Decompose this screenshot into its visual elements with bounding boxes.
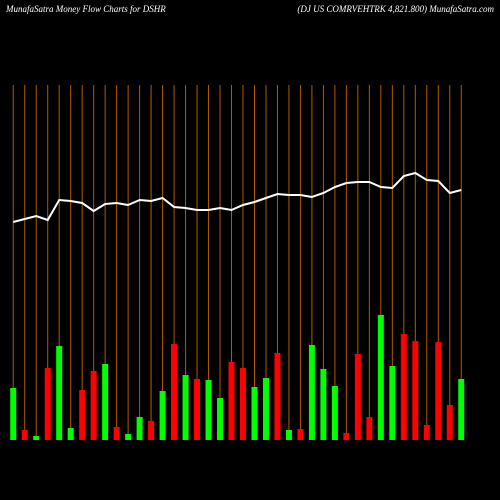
bar <box>228 362 235 440</box>
bar <box>217 398 224 440</box>
bar <box>159 391 166 440</box>
chart-subtitle: (DJ US COMRVEHTRK 4,821.800) MunafaSatra… <box>297 4 494 14</box>
bar <box>44 368 51 440</box>
bar <box>446 405 453 440</box>
bar <box>412 341 419 440</box>
bar <box>274 353 281 440</box>
bar <box>297 429 304 440</box>
bar <box>90 371 97 440</box>
bar <box>400 334 407 440</box>
bar <box>377 315 384 440</box>
bar <box>435 342 442 440</box>
bar <box>239 368 246 440</box>
bar <box>148 421 155 440</box>
bar <box>205 380 212 440</box>
bar <box>182 375 189 440</box>
bar <box>67 428 74 440</box>
bar <box>251 387 258 440</box>
bar <box>113 427 120 440</box>
bar <box>423 425 430 440</box>
bar <box>171 344 178 440</box>
bar <box>354 354 361 440</box>
bar <box>10 388 17 440</box>
bar <box>389 366 396 440</box>
bar <box>458 379 465 440</box>
bar <box>285 430 292 440</box>
bar <box>21 430 28 440</box>
bar <box>343 433 350 440</box>
bar <box>56 346 63 440</box>
bar <box>79 390 86 440</box>
bar <box>366 417 373 440</box>
bar <box>262 378 269 440</box>
bar <box>136 417 143 440</box>
bar <box>320 369 327 440</box>
bar <box>33 436 40 440</box>
bar <box>308 345 315 440</box>
chart-title: MunafaSatra Money Flow Charts for DSHR <box>5 4 166 14</box>
price-line <box>12 171 462 223</box>
bar <box>194 379 201 440</box>
bar <box>102 364 109 440</box>
bar <box>331 386 338 440</box>
bar <box>125 434 132 440</box>
